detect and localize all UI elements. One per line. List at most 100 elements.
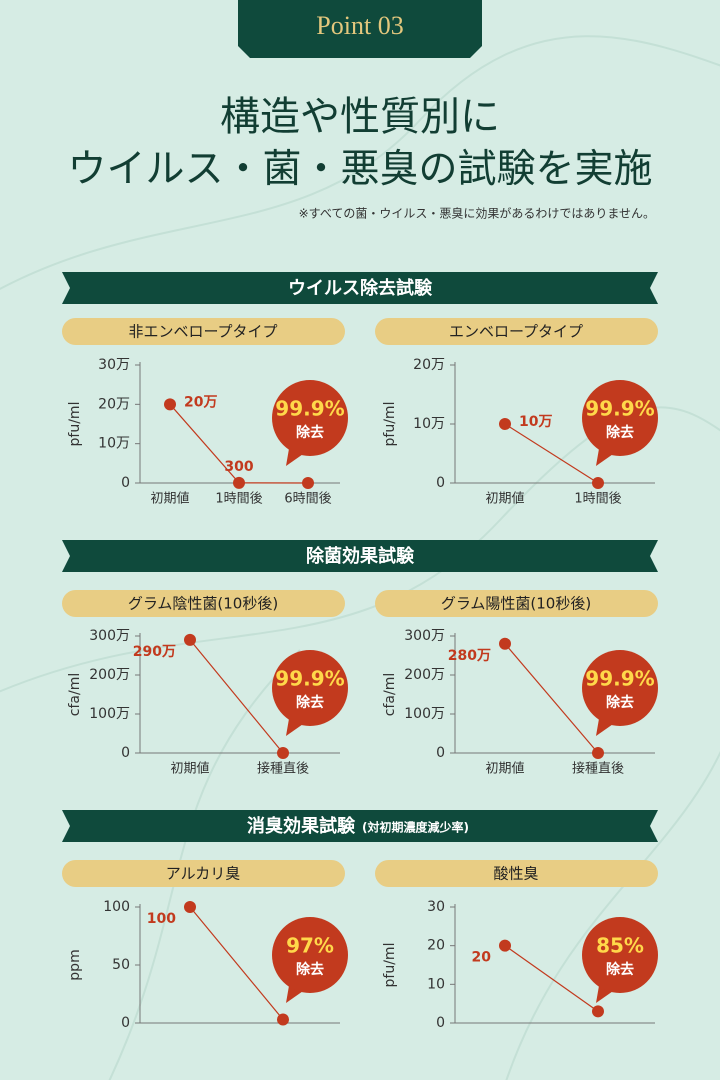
badge <box>582 917 658 993</box>
point-badge <box>238 0 482 58</box>
data-point <box>592 1005 604 1018</box>
point-label: Point 03 <box>316 11 403 40</box>
badge-text: 除去 <box>606 694 634 711</box>
data-point <box>592 477 604 489</box>
section-banner <box>62 540 658 572</box>
x-tick-label: 初期値 <box>170 761 209 777</box>
y-tick-label: 10万 <box>98 436 130 452</box>
y-axis-label: cfa/ml <box>382 673 398 716</box>
chart-title: アルカリ臭 <box>166 865 240 883</box>
chart-title: グラム陰性菌(10秒後) <box>128 595 278 613</box>
value-label: 280万 <box>448 648 491 664</box>
chart-title: グラム陽性菌(10秒後) <box>441 595 591 613</box>
y-tick-label: 200万 <box>89 667 130 683</box>
value-label: 10万 <box>519 414 552 430</box>
y-tick-label: 20万 <box>98 396 130 412</box>
data-point <box>302 477 314 489</box>
x-tick-label: 6時間後 <box>284 492 331 507</box>
data-point <box>233 476 245 489</box>
section-title: ウイルス除去試験 <box>288 277 433 299</box>
badge-text: 除去 <box>296 424 324 441</box>
x-tick-label: 1時間後 <box>215 492 262 507</box>
section-title: 消臭効果試験 <box>247 815 356 837</box>
y-tick-label: 0 <box>436 475 445 491</box>
x-tick-label: 初期値 <box>485 491 524 507</box>
chart-title: 酸性臭 <box>493 865 538 883</box>
data-line <box>189 639 284 754</box>
badge-value: 99.9% <box>585 397 654 421</box>
badge-text: 除去 <box>606 961 634 978</box>
badge-text: 除去 <box>606 424 634 441</box>
badge <box>582 650 658 726</box>
y-tick-label: 50 <box>112 957 130 973</box>
section-note: (対初期濃度減少率) <box>362 820 469 835</box>
y-axis-label: cfa/ml <box>67 673 83 716</box>
value-label: 290万 <box>133 644 176 660</box>
section-title: 除菌効果試験 <box>306 545 415 567</box>
data-line <box>504 945 599 1012</box>
badge <box>272 380 348 456</box>
badge-value: 99.9% <box>585 667 654 691</box>
x-tick-label: 初期値 <box>485 761 524 777</box>
badge-text: 除去 <box>296 694 324 711</box>
data-point <box>184 901 196 913</box>
y-tick-label: 300万 <box>89 628 130 644</box>
data-point <box>499 637 511 650</box>
data-line <box>504 643 599 754</box>
data-point <box>499 418 511 430</box>
y-axis-label: pfu/ml <box>382 943 398 988</box>
badge-value: 97% <box>286 934 334 958</box>
data-point <box>184 633 196 646</box>
y-tick-label: 0 <box>121 475 130 491</box>
data-point <box>499 939 511 952</box>
y-tick-label: 0 <box>121 1015 130 1031</box>
value-label: 300 <box>224 459 253 475</box>
badge <box>272 650 348 726</box>
title-line: 構造や性質別に <box>220 94 500 140</box>
value-label: 20 <box>472 950 492 966</box>
value-label: 100 <box>147 911 176 927</box>
chart-title: エンベロープタイプ <box>449 323 583 341</box>
y-tick-label: 30万 <box>98 357 130 373</box>
data-line <box>189 906 284 1020</box>
x-tick-label: 接種直後 <box>572 761 624 777</box>
y-tick-label: 0 <box>436 1015 445 1031</box>
data-point <box>277 1013 289 1026</box>
chart-pill <box>62 860 345 887</box>
chart-pill <box>62 318 345 345</box>
y-tick-label: 200万 <box>404 667 445 683</box>
y-tick-label: 10万 <box>413 416 445 432</box>
x-tick-label: 初期値 <box>150 491 189 507</box>
y-tick-label: 100万 <box>404 706 445 722</box>
value-label: 20万 <box>184 394 217 410</box>
chart-pill <box>62 590 345 617</box>
chart-pill <box>375 860 658 887</box>
chart-title: 非エンベロープタイプ <box>128 323 277 341</box>
y-tick-label: 20万 <box>413 357 445 373</box>
y-tick-label: 20 <box>427 938 445 954</box>
y-tick-label: 10 <box>427 976 445 992</box>
badge-text: 除去 <box>296 961 324 978</box>
data-point <box>164 398 176 411</box>
y-tick-label: 100万 <box>89 706 130 722</box>
data-point <box>277 747 289 759</box>
badge-value: 99.9% <box>275 397 344 421</box>
badge <box>582 380 658 456</box>
y-axis-label: pfu/ml <box>382 402 398 447</box>
x-tick-label: 接種直後 <box>257 761 309 777</box>
y-tick-label: 0 <box>436 745 445 761</box>
badge-value: 99.9% <box>275 667 344 691</box>
y-axis-label: ppm <box>67 949 83 980</box>
badge <box>272 917 348 993</box>
y-tick-label: 0 <box>121 745 130 761</box>
x-tick-label: 1時間後 <box>574 492 621 507</box>
chart-pill <box>375 318 658 345</box>
chart-pill <box>375 590 658 617</box>
badge-value: 85% <box>596 934 644 958</box>
section-banner <box>62 810 658 842</box>
y-tick-label: 100 <box>103 899 130 915</box>
y-axis-label: pfu/ml <box>67 402 83 447</box>
data-line <box>504 423 599 484</box>
section-banner <box>62 272 658 304</box>
